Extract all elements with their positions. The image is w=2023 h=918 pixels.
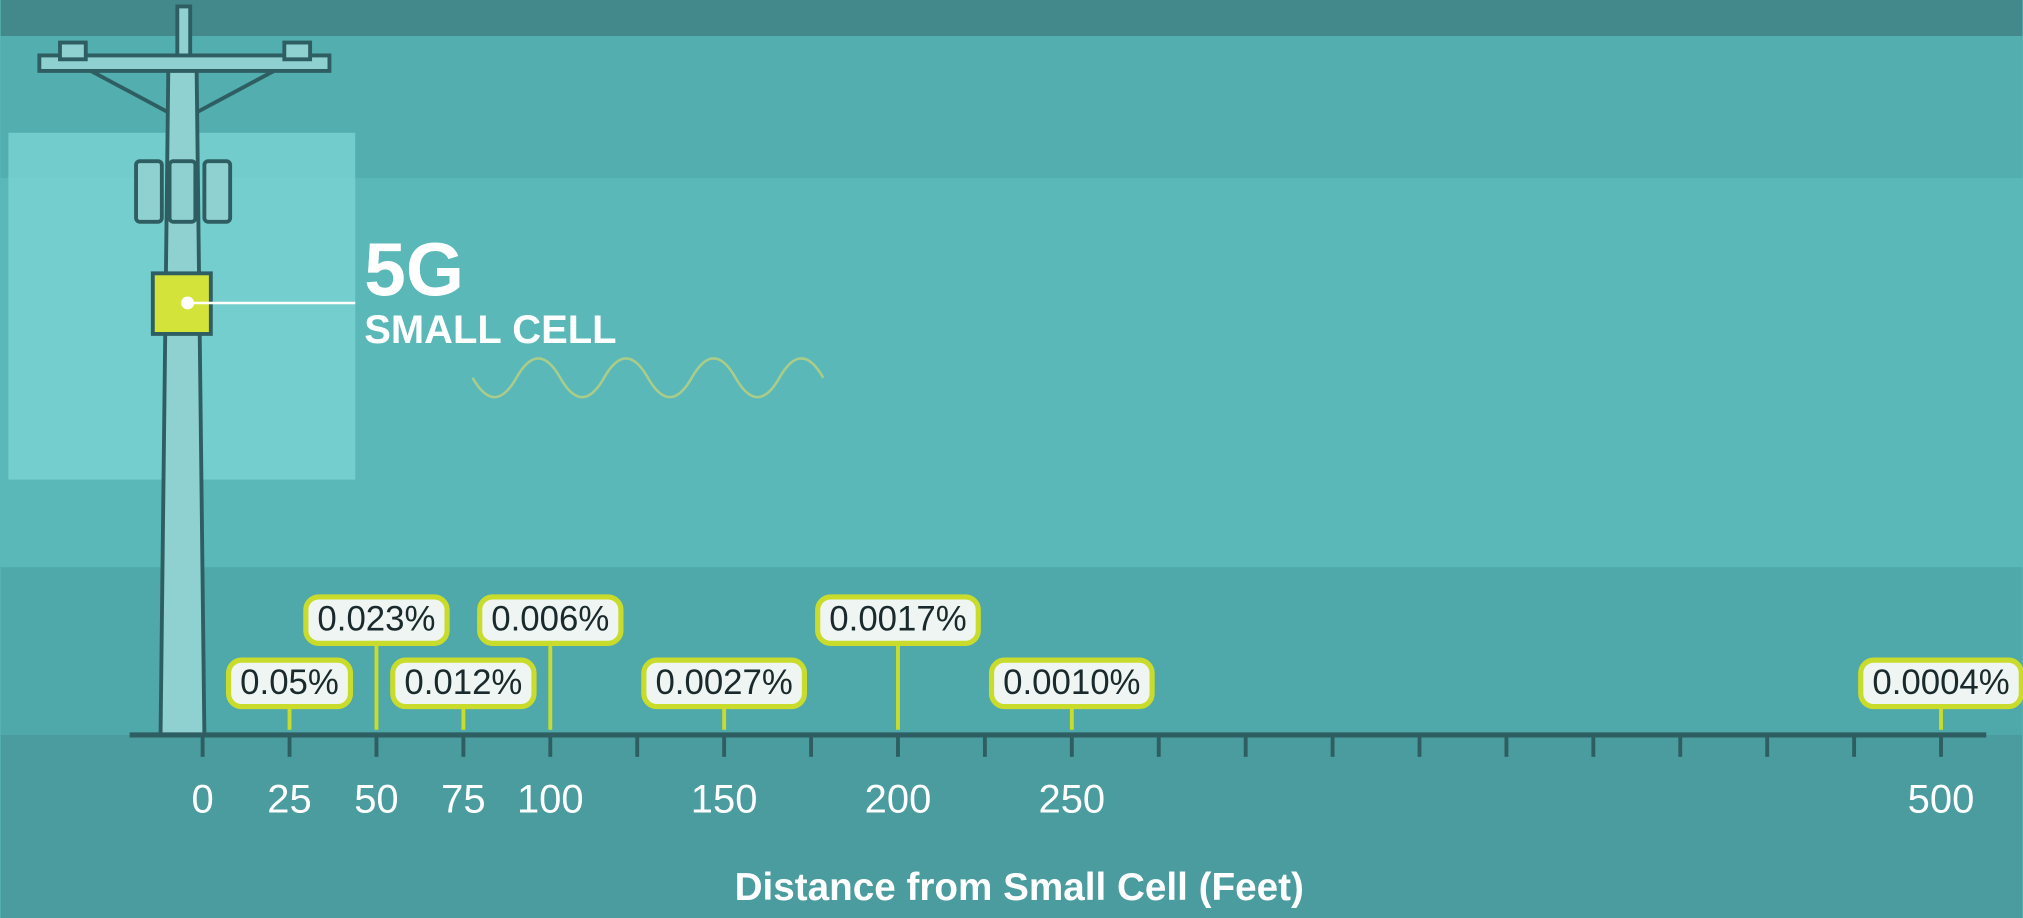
pole-top [177, 6, 190, 58]
value-label: 0.012% [404, 663, 522, 702]
x-tick-label: 250 [1038, 778, 1105, 822]
value-label: 0.0004% [1872, 663, 2009, 702]
title: 5G [364, 228, 464, 312]
x-tick-label: 500 [1908, 778, 1975, 822]
antenna [204, 161, 230, 222]
band [1, 0, 2023, 36]
value-label: 0.05% [240, 663, 339, 702]
antenna [170, 161, 196, 222]
x-tick-label: 50 [354, 778, 398, 822]
x-tick-label: 75 [441, 778, 485, 822]
insulator [284, 43, 310, 60]
value-label: 0.006% [491, 600, 609, 639]
value-label: 0.023% [317, 600, 435, 639]
infographic: 5G SMALL CELL Distance from Small Cell (… [0, 0, 2023, 918]
x-tick-label: 100 [517, 778, 584, 822]
value-label: 0.0010% [1003, 663, 1140, 702]
subtitle: SMALL CELL [364, 308, 616, 352]
value-label: 0.0017% [829, 600, 966, 639]
value-label: 0.0027% [655, 663, 792, 702]
antenna [136, 161, 162, 222]
x-tick-label: 0 [191, 778, 213, 822]
x-tick-label: 200 [865, 778, 932, 822]
insulator [60, 43, 86, 60]
x-axis-label: Distance from Small Cell (Feet) [735, 866, 1304, 909]
x-tick-label: 25 [267, 778, 311, 822]
band [1, 567, 2023, 735]
x-tick-label: 150 [691, 778, 758, 822]
